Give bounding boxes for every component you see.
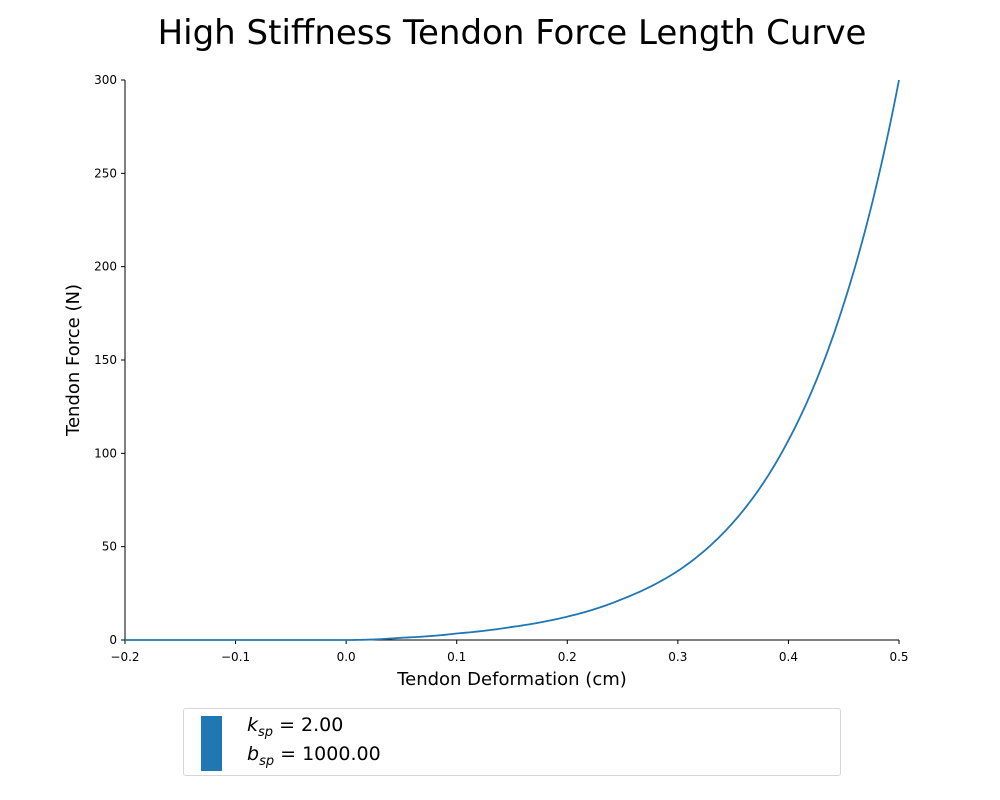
x-tick-label: 0.0 — [337, 650, 356, 664]
y-axis-label: Tendon Force (N) — [63, 284, 84, 437]
legend-entry-k: ksp = 2.00 — [247, 714, 343, 740]
y-tick-label: 250 — [94, 166, 117, 180]
y-tick-label: 100 — [94, 446, 117, 460]
chart-title: High Stiffness Tendon Force Length Curve — [158, 13, 867, 53]
plot-area: −0.2 −0.1 0.0 0.1 0.2 0.3 0.4 0.5 0 50 100 150 200 25… — [94, 73, 908, 664]
x-axis-label: Tendon Deformation (cm) — [396, 669, 627, 690]
legend-symbol: k — [247, 714, 259, 736]
x-tick-label: 0.3 — [668, 650, 687, 664]
legend-value: = 1000.00 — [274, 743, 381, 765]
legend-symbol: b — [247, 743, 260, 765]
x-tick-label: 0.4 — [779, 650, 798, 664]
legend-value: = 2.00 — [273, 714, 344, 736]
y-tick-label: 200 — [94, 260, 117, 274]
series-line — [125, 79, 900, 641]
legend-subscript: sp — [259, 753, 275, 769]
y-tick-label: 300 — [94, 73, 117, 87]
x-tick-label: −0.2 — [110, 650, 139, 664]
legend-swatch — [201, 716, 222, 771]
x-tick-label: 0.2 — [558, 650, 577, 664]
y-tick-label: 50 — [102, 540, 117, 554]
x-tick-label: −0.1 — [221, 650, 250, 664]
legend: ksp = 2.00 bsp = 1000.00 — [183, 708, 841, 776]
legend-entry-b: bsp = 1000.00 — [247, 743, 381, 769]
x-tick-label: 0.1 — [447, 650, 466, 664]
y-tick-label: 0 — [109, 633, 117, 647]
legend-subscript: sp — [258, 724, 274, 740]
x-tick-label: 0.5 — [889, 650, 908, 664]
y-tick-label: 150 — [94, 353, 117, 367]
